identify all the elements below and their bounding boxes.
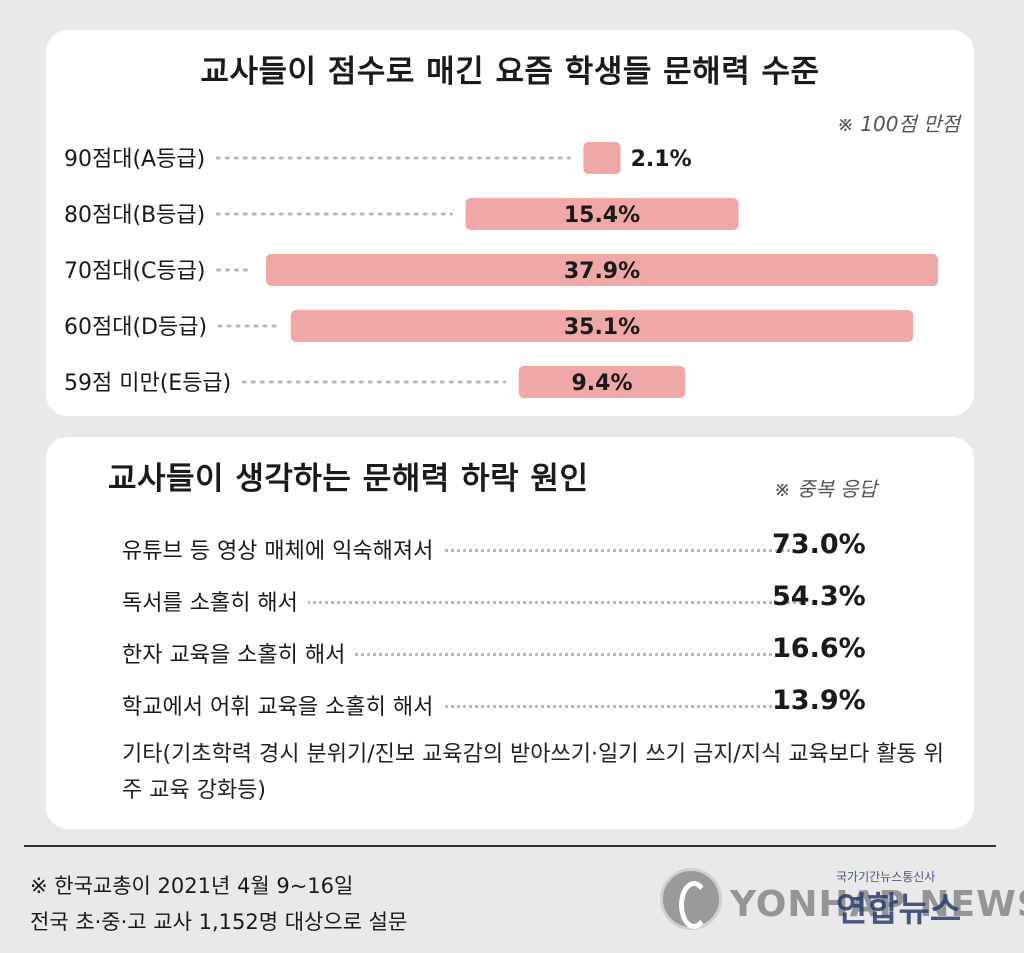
category-label: 90점대(A등급) [64, 147, 205, 172]
cause-label: 학교에서 어휘 교육을 소홀히 해서 [122, 689, 444, 721]
causes-title: 교사들이 생각하는 문해력 하락 원인 [108, 461, 589, 497]
yonhap-emblem-icon [660, 868, 722, 930]
footer-divider [24, 845, 996, 847]
source-note: ※ 한국교총이 2021년 4월 9~16일 전국 초·중·고 교사 1,152… [30, 868, 407, 940]
value-label: 15.4% [564, 203, 640, 228]
bar [583, 142, 621, 174]
bar [465, 198, 739, 230]
cause-row: 유튜브 등 영상 매체에 익숙해져서 73.0% [122, 529, 922, 569]
value-label: 9.4% [571, 371, 632, 396]
logo-korean: 연합뉴스 [836, 890, 962, 930]
chart-title: 교사들이 점수로 매긴 요즘 학생들 문해력 수준 [200, 54, 820, 90]
cause-value: 16.6% [772, 633, 866, 664]
cause-row: 독서를 소홀히 해서 54.3% [122, 581, 922, 621]
bar [290, 310, 914, 342]
decline-causes-card: 교사들이 생각하는 문해력 하락 원인 ※ 중복 응답 유튜브 등 영상 매체에… [46, 437, 974, 829]
value-label: 37.9% [564, 259, 640, 284]
dotted-leader [122, 653, 802, 656]
source-line-2: 전국 초·중·고 교사 1,152명 대상으로 설문 [30, 910, 408, 934]
causes-note: ※ 중복 응답 [774, 477, 878, 501]
category-label: 59점 미만(E등급) [64, 371, 231, 396]
value-label: 35.1% [564, 315, 640, 340]
cause-label: 한자 교육을 소홀히 해서 [122, 637, 356, 669]
yonhap-logo: 국가기간뉴스통신사 YONHAP NEWS 연합뉴스 [660, 862, 1024, 942]
cause-value: 73.0% [772, 529, 866, 560]
value-label: 2.1% [631, 147, 692, 172]
cause-value: 54.3% [772, 581, 866, 612]
bar [266, 254, 938, 286]
chart-note: ※ 100점 만점 [837, 112, 960, 136]
logo-wordmark: YONHAP NEWS [730, 884, 1024, 925]
bar-chart: 90점대(A등급) 2.1% 80점대(B등급) 15.4% 70점대(C등급) 37.9… [64, 142, 938, 398]
dotted-leader [122, 601, 802, 604]
cause-value: 13.9% [772, 685, 866, 716]
category-label: 80점대(B등급) [64, 203, 205, 228]
cause-row: 한자 교육을 소홀히 해서 16.6% [122, 633, 922, 673]
source-line-1: ※ 한국교총이 2021년 4월 9~16일 [30, 874, 354, 898]
cause-label: 독서를 소홀히 해서 [122, 585, 308, 617]
cause-row: 학교에서 어휘 교육을 소홀히 해서 13.9% [122, 685, 922, 725]
cause-other: 기타(기초학력 경시 분위기/진보 교육감의 받아쓰기·일기 쓰기 금지/지식 … [122, 742, 944, 803]
bar [518, 366, 686, 398]
literacy-level-card: 교사들이 점수로 매긴 요즘 학생들 문해력 수준 ※ 100점 만점 90점대… [46, 30, 974, 416]
category-label: 60점대(D등급) [64, 315, 207, 340]
cause-label: 유튜브 등 영상 매체에 익숙해져서 [122, 533, 444, 565]
dotted-leader [122, 549, 802, 552]
logo-subtitle: 국가기간뉴스통신사 [836, 870, 936, 884]
category-label: 70점대(C등급) [64, 259, 205, 284]
dotted-leader [122, 705, 802, 708]
